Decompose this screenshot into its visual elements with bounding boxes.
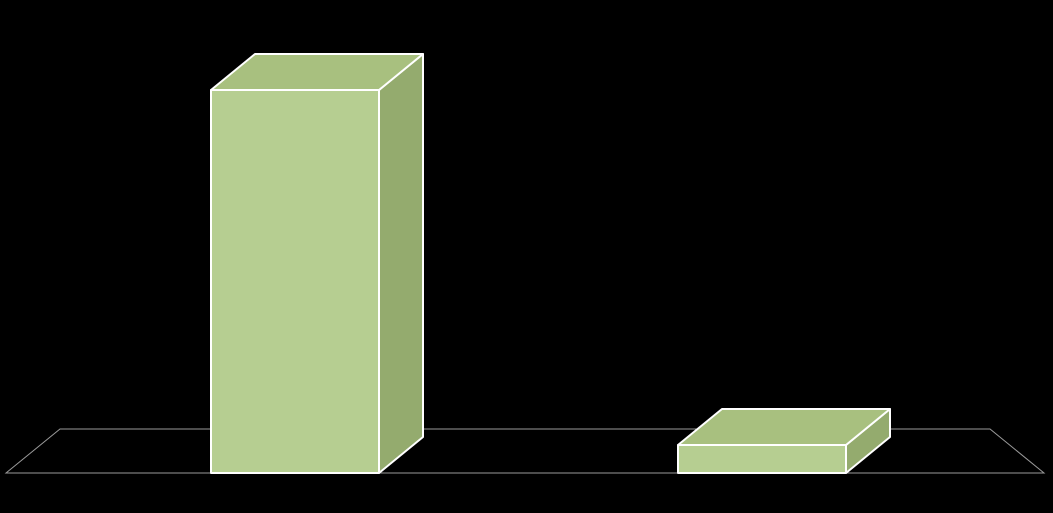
bar-1-side-face [379,54,423,473]
bar-1 [211,54,423,473]
bar-2-front-face [678,445,846,473]
bar-1-front-face [211,90,379,473]
chart-svg [0,0,1053,513]
bar-chart-3d [0,0,1053,513]
bar-2 [678,409,890,473]
